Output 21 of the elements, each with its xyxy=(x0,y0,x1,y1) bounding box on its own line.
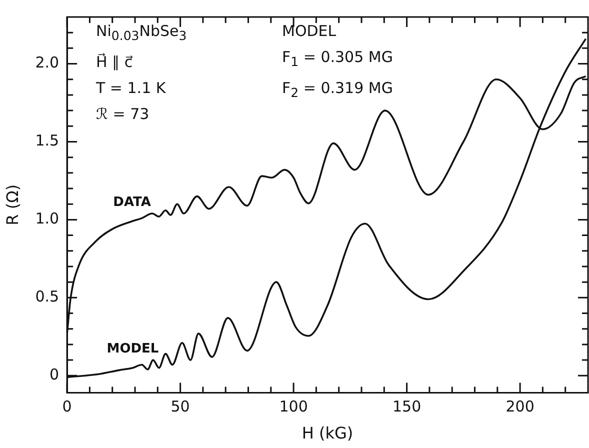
x-tick-label: 100 xyxy=(279,398,308,416)
annotation: ℛ = 73 xyxy=(96,104,150,125)
y-tick-label: 2.0 xyxy=(35,54,60,72)
annotation: H⃗ ∥ c⃗ xyxy=(96,52,134,73)
x-tick-label: 200 xyxy=(506,398,534,416)
series-label: DATA xyxy=(113,195,151,210)
y-tick-label: 0.5 xyxy=(35,288,60,306)
y-axis-title: R (Ω) xyxy=(2,184,22,226)
annotation: F$_{1}$ = 0.305 MG xyxy=(282,47,393,71)
annotation: MODEL xyxy=(282,21,338,42)
y-tick-label: 0 xyxy=(50,366,60,384)
x-tick-label: 150 xyxy=(392,398,422,416)
y-tick-label: 1.5 xyxy=(35,132,60,150)
x-tick-label: 0 xyxy=(62,398,72,416)
x-axis-title: H (kG) xyxy=(302,424,354,443)
y-tick-label: 1.0 xyxy=(35,210,60,228)
annotation: F$_{2}$ = 0.319 MG xyxy=(282,78,393,102)
x-tick-label: 50 xyxy=(170,398,190,416)
series-label: MODEL xyxy=(106,342,159,357)
annotation: T = 1.1 K xyxy=(96,78,167,99)
annotation: Ni$_{0.03}$NbSe$_{3}$ xyxy=(96,21,187,45)
